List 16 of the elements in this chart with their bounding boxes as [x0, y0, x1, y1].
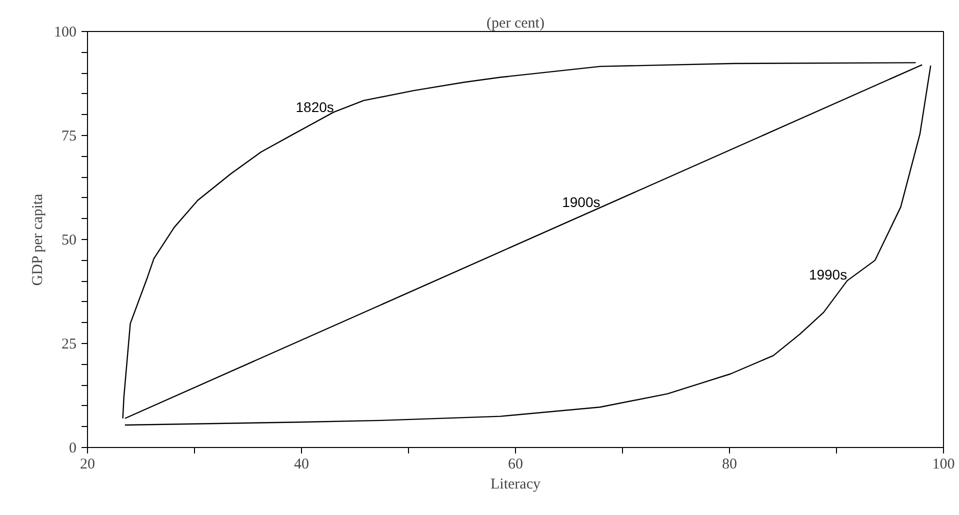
series-label: 1990s	[808, 266, 848, 283]
y-tick-label: 25	[62, 336, 76, 352]
series-label: 1900s	[562, 194, 600, 210]
y-tick-label: 0	[69, 440, 76, 456]
x-tick-label: 40	[294, 456, 309, 472]
x-tick-label: 100	[932, 456, 955, 472]
y-tick-label: 100	[54, 24, 76, 40]
y-axis-title: GDP per capita	[30, 193, 46, 286]
y-tick-label: 50	[62, 232, 76, 248]
chart-title: (per cent)	[486, 16, 544, 32]
x-tick-label: 60	[508, 456, 523, 472]
y-tick-label: 75	[62, 128, 76, 144]
x-tick-label: 20	[80, 456, 95, 472]
series-label: 1820s	[296, 98, 334, 115]
x-tick-label: 80	[722, 456, 737, 472]
x-axis-title: Literacy	[490, 476, 541, 492]
